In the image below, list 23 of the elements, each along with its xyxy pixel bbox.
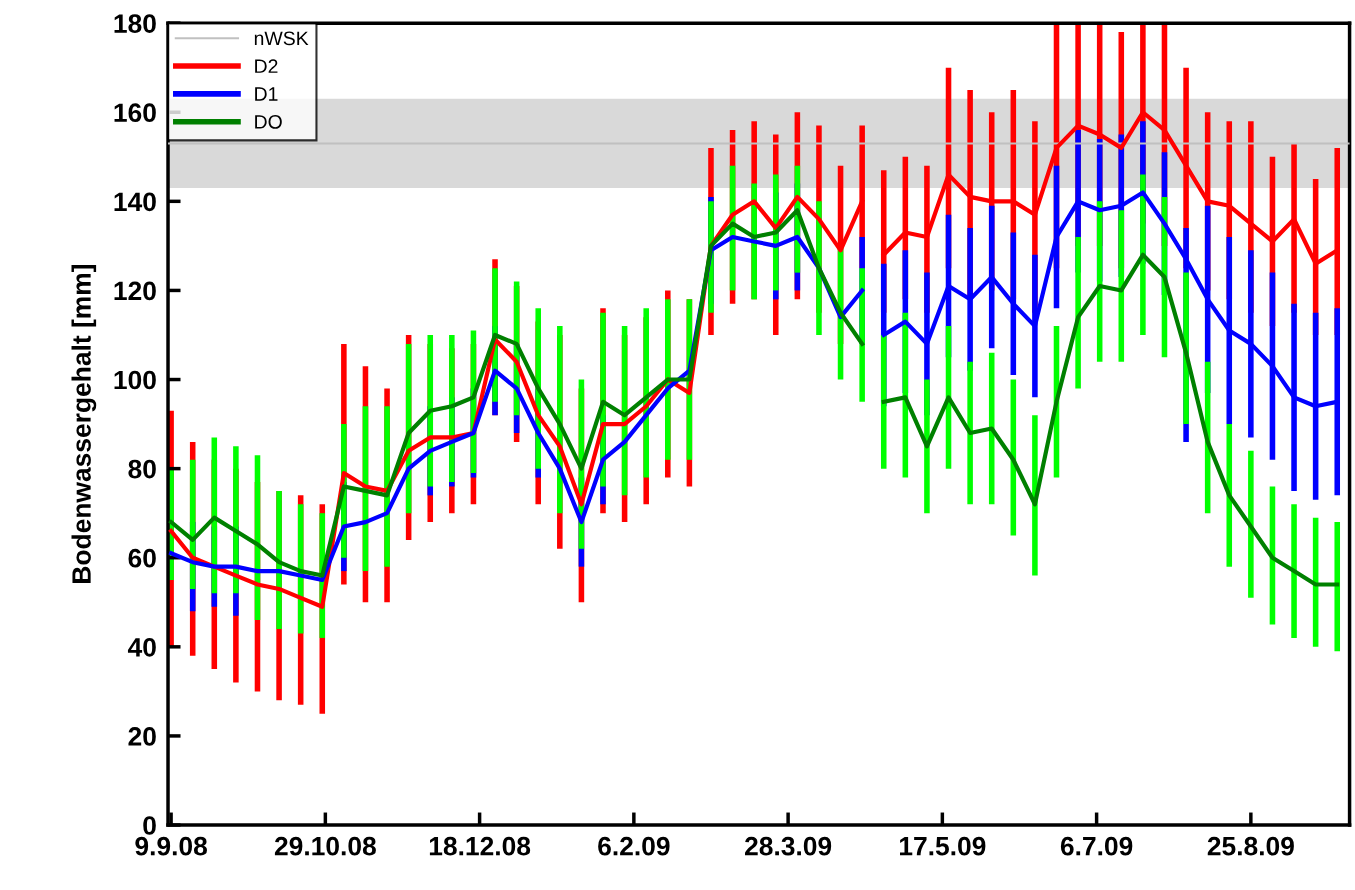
legend-label: DO (255, 114, 282, 129)
x-tick-label: 9.9.08 (135, 836, 207, 856)
y-axis-title: Bodenwassergehalt [mm] (71, 264, 97, 583)
y-tick-label: 40 (127, 637, 156, 657)
y-tick-label: 140 (114, 192, 156, 212)
legend-label: nWSK (254, 31, 309, 46)
x-tick-label: 28.3.09 (745, 836, 832, 856)
legend-label: D1 (255, 87, 278, 101)
y-tick-label: 20 (128, 727, 156, 746)
x-tick-label: 18.12.08 (429, 836, 531, 856)
x-tick-label: 6.2.09 (598, 836, 670, 856)
y-tick-label: 80 (128, 459, 156, 479)
y-tick-label: 120 (114, 281, 156, 301)
y-tick-label: 160 (114, 103, 156, 123)
x-tick-label: 6.7.09 (1060, 836, 1133, 856)
y-tick-label: 60 (128, 548, 156, 568)
y-tick-label: 100 (114, 370, 156, 390)
y-tick-label: 180 (114, 14, 156, 33)
x-tick-label: 17.5.09 (900, 836, 986, 856)
x-tick-label: 29.10.08 (274, 836, 376, 856)
legend-label: D2 (255, 59, 278, 73)
x-tick-label: 25.8.09 (1207, 836, 1294, 856)
y-tick-label: 0 (143, 816, 156, 835)
